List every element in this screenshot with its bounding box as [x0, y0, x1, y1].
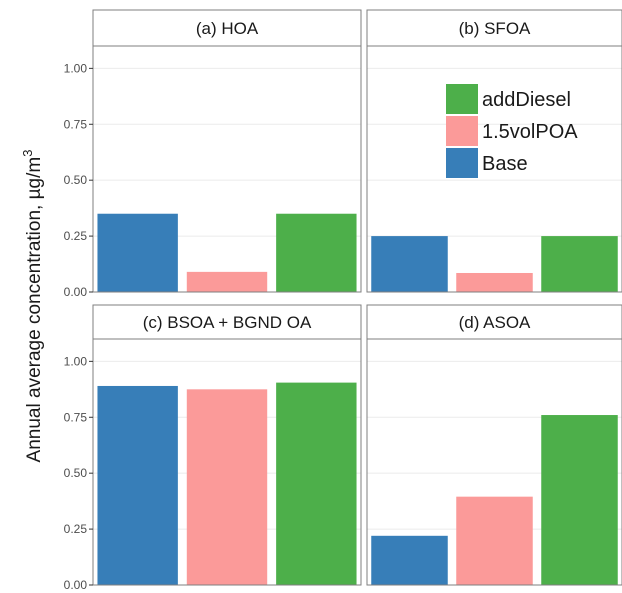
- y-axis-title-superscript: 3: [20, 150, 35, 157]
- panel-1-bar-15volpoa: [186, 271, 268, 292]
- legend-item-base-label: Base: [482, 153, 528, 175]
- panel-2-bar-adddiesel: [541, 236, 618, 292]
- panel-4-border: [366, 338, 622, 586]
- panel-2-title: (b) SFOA: [459, 19, 531, 38]
- panel-3-border: [92, 338, 362, 586]
- panel-3-ytick-label-2: 0.50: [64, 466, 88, 480]
- panel-3-bar-adddiesel: [276, 382, 357, 585]
- y-axis-title-main: Annual average concentration, µg/m: [24, 157, 45, 463]
- legend-item-15volpoa-label: 1.5volPOA: [482, 121, 578, 143]
- panel-2-bar-15volpoa: [456, 272, 533, 292]
- panel-1-ytick-label-0: 0.00: [64, 285, 88, 299]
- panel-4: (d) ASOA: [366, 304, 622, 586]
- panel-3: (c) BSOA + BGND OA 0.00 0.25 0.50 0.75 1.00: [64, 304, 362, 592]
- legend-item-adddiesel-label: addDiesel: [482, 89, 571, 111]
- panel-4-strip: [366, 304, 622, 340]
- panel-1-border: [92, 45, 362, 293]
- panel-1-bar-base: [97, 213, 178, 292]
- legend-item-15volpoa-swatch: [446, 116, 478, 146]
- panel-4-bar-15volpoa: [456, 496, 533, 585]
- panel-1-ytick-label-4: 1.00: [64, 61, 88, 75]
- panel-3-strip: [92, 304, 362, 340]
- panel-4-bar-base: [371, 535, 448, 585]
- panel-1-ytick-label-3: 0.75: [64, 117, 88, 131]
- panel-3-ytick-label-4: 1.00: [64, 354, 88, 368]
- panel-1-ytick-label-1: 0.25: [64, 229, 88, 243]
- panel-4-title: (d) ASOA: [459, 313, 531, 332]
- panel-3-ytick-label-3: 0.75: [64, 410, 88, 424]
- legend-item-base-swatch: [446, 148, 478, 178]
- panel-3-bar-15volpoa: [186, 389, 268, 585]
- legend: addDiesel 1.5volPOA Base: [446, 84, 578, 178]
- panel-2: (b) SFOA: [366, 9, 622, 293]
- panels-layer: (a) HOA 0.00 0.25 0.50 0.75 1.00 (b) SFOA (c) B…: [64, 9, 622, 592]
- panel-2-border: [366, 45, 622, 293]
- panel-4-bar-adddiesel: [541, 415, 618, 585]
- y-axis-title: Annual average concentration, µg/m3: [20, 150, 45, 463]
- panel-3-title: (c) BSOA + BGND OA: [143, 313, 312, 332]
- panel-1: (a) HOA 0.00 0.25 0.50 0.75 1.00: [64, 9, 362, 299]
- panel-1-ytick-label-2: 0.50: [64, 173, 88, 187]
- legend-item-adddiesel-swatch: [446, 84, 478, 114]
- panel-2-bar-base: [371, 236, 448, 292]
- panel-3-bar-base: [97, 385, 178, 585]
- panel-3-ytick-label-1: 0.25: [64, 522, 88, 536]
- panel-1-title: (a) HOA: [196, 19, 259, 38]
- panel-2-strip: [366, 9, 622, 47]
- panel-3-ytick-label-0: 0.00: [64, 578, 88, 592]
- panel-1-bar-adddiesel: [276, 213, 357, 292]
- panel-1-strip: [92, 9, 362, 47]
